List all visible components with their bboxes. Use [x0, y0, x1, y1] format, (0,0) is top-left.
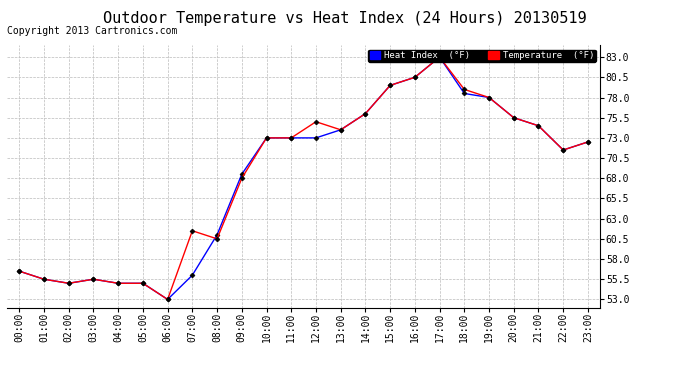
- Text: Copyright 2013 Cartronics.com: Copyright 2013 Cartronics.com: [7, 26, 177, 36]
- Text: Outdoor Temperature vs Heat Index (24 Hours) 20130519: Outdoor Temperature vs Heat Index (24 Ho…: [104, 11, 586, 26]
- Legend: Heat Index  (°F), Temperature  (°F): Heat Index (°F), Temperature (°F): [368, 50, 595, 62]
